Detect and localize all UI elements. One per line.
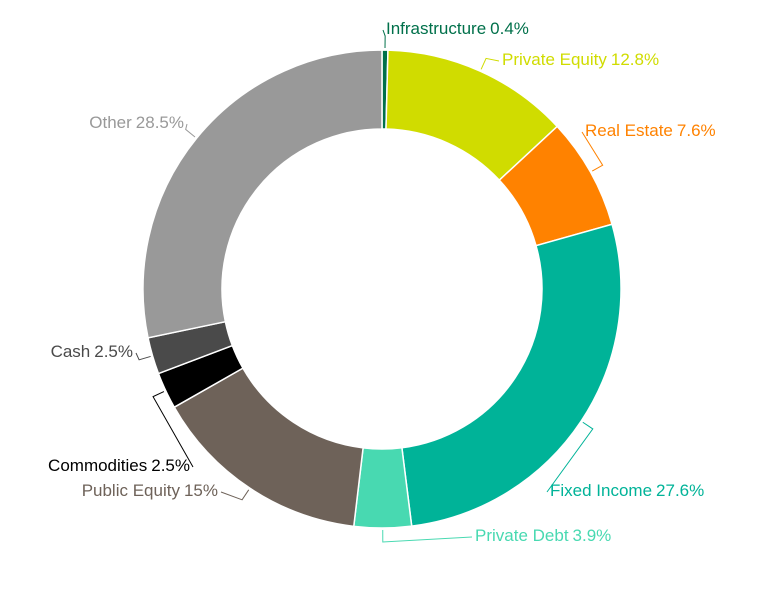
slice-label: Public Equity 15%: [82, 481, 218, 500]
value-label: 12.8%: [611, 50, 659, 69]
slice-label: Real Estate 7.6%: [585, 121, 716, 140]
value-label: 15%: [184, 481, 218, 500]
slice-label: Infrastructure 0.4%: [386, 19, 529, 38]
slice: [142, 49, 383, 339]
value-label: 2.5%: [94, 342, 133, 361]
slice-label: Other 28.5%: [89, 113, 184, 132]
leader-line: [152, 391, 194, 468]
category-name: Public Equity: [82, 481, 181, 500]
value-label: 3.9%: [573, 526, 612, 545]
slice-label: Commodities 2.5%: [48, 456, 190, 475]
slice: [401, 223, 622, 527]
value-label: 28.5%: [136, 113, 184, 132]
category-name: Other: [89, 113, 132, 132]
value-label: 27.6%: [656, 481, 704, 500]
leader-line: [382, 529, 473, 543]
category-name: Real Estate: [585, 121, 673, 140]
category-name: Infrastructure: [386, 19, 486, 38]
value-label: 7.6%: [677, 121, 716, 140]
category-name: Commodities: [48, 456, 147, 475]
category-name: Fixed Income: [550, 481, 652, 500]
slice-label: Cash 2.5%: [51, 342, 133, 361]
leader-line: [220, 489, 250, 501]
leader-line: [135, 352, 151, 361]
slice: [352, 446, 413, 529]
slice-label: Private Debt 3.9%: [475, 526, 611, 545]
leader-line: [581, 131, 604, 172]
value-label: 2.5%: [151, 456, 190, 475]
leader-line: [480, 57, 500, 70]
slice-label: Private Equity 12.8%: [502, 50, 659, 69]
slice-label: Fixed Income 27.6%: [550, 481, 704, 500]
category-name: Private Equity: [502, 50, 607, 69]
leader-line: [546, 421, 594, 493]
leader-line: [185, 123, 196, 138]
leader-line: [382, 29, 386, 49]
category-name: Private Debt: [475, 526, 569, 545]
category-name: Cash: [51, 342, 91, 361]
value-label: 0.4%: [490, 19, 529, 38]
